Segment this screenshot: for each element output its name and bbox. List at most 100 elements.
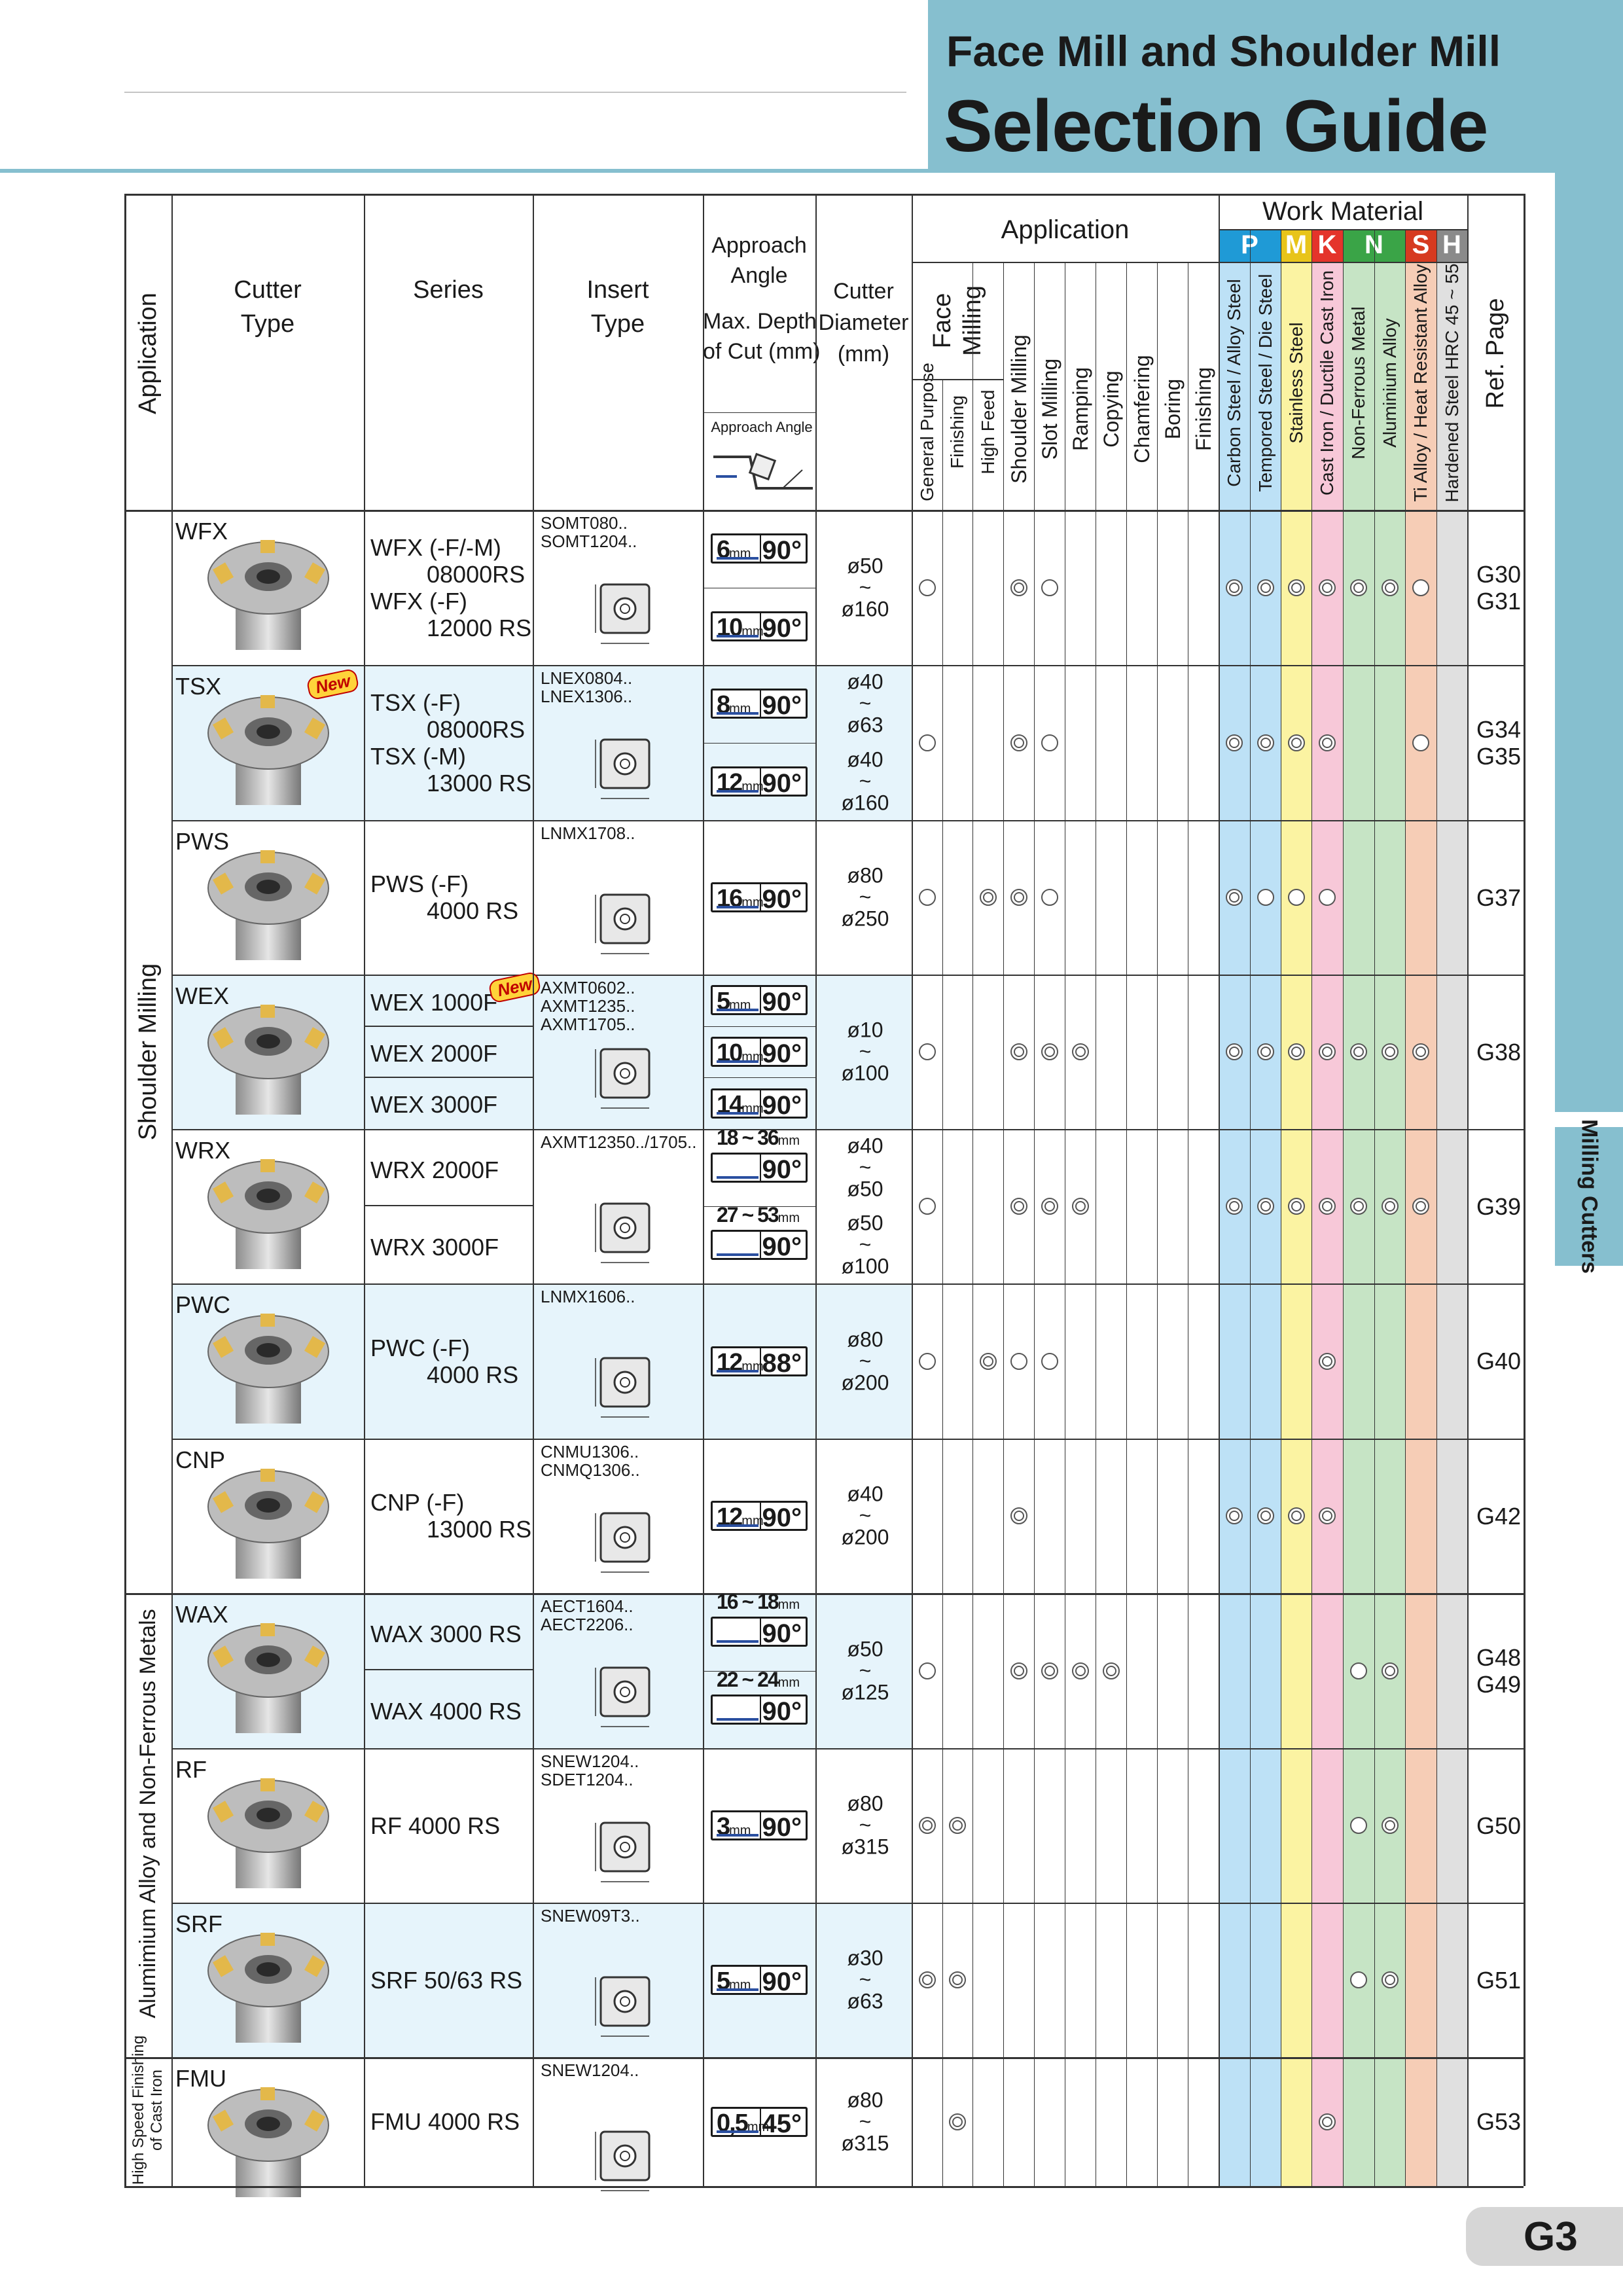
- approach-depth-badge: 16 ~ 18mm 90°: [711, 1590, 808, 1648]
- grid-line: [815, 194, 817, 2186]
- max-depth: 12mm: [717, 1348, 764, 1376]
- cutter-photo: [203, 1003, 334, 1124]
- series-name: TSX (-F): [370, 689, 461, 716]
- series-name: 08000RS: [427, 715, 526, 743]
- grid-line: [912, 379, 1003, 380]
- cutter-type-name: SRF: [175, 1910, 223, 1937]
- header-insert-type: Insert: [586, 276, 649, 304]
- max-depth: 5mm: [717, 1967, 751, 1995]
- insert-code: SNEW1204..: [541, 2060, 639, 2080]
- material-mark: [1287, 579, 1305, 596]
- application-mark: [1041, 1352, 1058, 1370]
- material-group-N: [1343, 229, 1405, 262]
- series-name: WAX 4000 RS: [370, 1698, 522, 1725]
- cutter-diameter: ø160: [841, 597, 889, 620]
- max-depth: 18 ~ 36mm: [717, 1126, 800, 1149]
- max-depth: 5mm: [717, 988, 751, 1016]
- header-material-5: Aluminium Alloy: [1379, 318, 1400, 448]
- material-group-P: [1219, 229, 1281, 262]
- approach-depth-badge: 22 ~ 24mm 90°: [711, 1668, 808, 1726]
- material-mark: [1381, 1817, 1399, 1834]
- cutter-diameter: ø80: [847, 1791, 883, 1816]
- grid-line: [124, 2186, 1524, 2188]
- grid-line: [1003, 262, 1004, 2186]
- series-name: WEX 3000F: [370, 1091, 498, 1118]
- header-material-7: Hardened Steel HRC 45 ~ 55: [1441, 263, 1462, 503]
- approach-depth-badge: 12mm 90°: [711, 1501, 808, 1532]
- material-mark: [1226, 889, 1243, 906]
- cutter-diameter: ø40: [847, 670, 883, 694]
- header-approach: Max. Depth: [703, 309, 817, 334]
- insert-drawing: [576, 1968, 681, 2047]
- material-mark: [1319, 1507, 1336, 1524]
- header-face-milling: Face: [929, 293, 956, 349]
- material-mark: [1350, 1971, 1367, 1988]
- approach-angle-value: 90°: [762, 1155, 802, 1184]
- header-work-material: Work Material: [1262, 197, 1423, 226]
- approach-angle-value: 90°: [762, 1232, 802, 1261]
- grid-line: [124, 2057, 1524, 2059]
- application-mark: [918, 1352, 936, 1370]
- header-material-0: Carbon Steel / Alloy Steel: [1224, 279, 1244, 487]
- header-app-7: Chamfering: [1130, 355, 1154, 463]
- cutter-diameter: ~: [859, 1967, 872, 1992]
- cutter-diameter: ø40: [847, 747, 883, 772]
- insert-code: AXMT0602..: [541, 978, 635, 997]
- material-mark: [1412, 1198, 1429, 1215]
- cutter-diameter: ø50: [847, 1177, 883, 1201]
- cutter-diameter: ø125: [841, 1680, 889, 1704]
- header-application: Application: [134, 293, 162, 414]
- ref-page: G49: [1476, 1670, 1522, 1698]
- series-name: 4000 RS: [427, 897, 519, 924]
- material-group-S: [1405, 229, 1436, 262]
- grid-line: [1219, 194, 1220, 2186]
- cutter-photo: [203, 1467, 334, 1588]
- cutter-type-name: WFX: [175, 518, 228, 545]
- approach-angle-value: 90°: [762, 1967, 802, 1996]
- insert-code: AXMT1235..: [541, 996, 635, 1016]
- grid-line: [124, 1593, 1524, 1595]
- approach-depth-badge: 10mm 90°: [711, 1037, 808, 1068]
- max-depth: 6mm: [717, 536, 751, 564]
- header-app-1: Finishing: [947, 395, 967, 469]
- grid-line: [703, 1670, 815, 1672]
- cutter-diameter: ø250: [841, 906, 889, 931]
- grid-line: [124, 194, 126, 2186]
- cutter-diameter: ~: [859, 769, 872, 793]
- insert-code: SOMT1204..: [541, 531, 637, 551]
- max-depth: 14mm: [717, 1090, 764, 1119]
- ref-page: G48: [1476, 1643, 1522, 1671]
- group-label-shoulder-milling: Shoulder Milling: [134, 963, 162, 1140]
- grid-line: [703, 412, 815, 413]
- material-mark: [1412, 734, 1429, 751]
- application-mark: [1010, 734, 1027, 751]
- material-mark: [1319, 1043, 1336, 1060]
- header-material-1: Tempored Steel / Die Steel: [1255, 274, 1275, 492]
- grid-line: [972, 262, 973, 2186]
- max-depth: 3mm: [717, 1813, 751, 1840]
- approach-depth-badge: 5mm 90°: [711, 1965, 808, 1996]
- cutter-diameter: ~: [859, 1503, 872, 1528]
- max-depth: 10mm: [717, 613, 764, 641]
- approach-depth-badge: 16mm 90°: [711, 882, 808, 914]
- cutter-diameter: ~: [859, 1039, 872, 1064]
- application-mark: [949, 1971, 966, 1988]
- approach-angle-value: 90°: [762, 1039, 802, 1068]
- material-group-K: [1311, 229, 1343, 262]
- grid-line: [703, 742, 815, 744]
- section-tab[interactable]: [1555, 1127, 1623, 1266]
- page-title-line1: Face Mill and Shoulder Mill: [946, 27, 1501, 75]
- grid-line: [1219, 262, 1467, 263]
- material-mark: [1226, 734, 1243, 751]
- material-mark: [1319, 889, 1336, 906]
- cutter-diameter: ø315: [841, 1835, 889, 1859]
- application-mark: [1010, 1662, 1027, 1679]
- application-mark: [918, 579, 936, 596]
- cutter-diameter: ø80: [847, 2088, 883, 2111]
- insert-code: SOMT080..: [541, 513, 628, 533]
- material-mark: [1350, 579, 1367, 596]
- header-app-9: Finishing: [1191, 367, 1215, 452]
- ref-page: G34: [1476, 715, 1522, 743]
- cutter-photo: [203, 1622, 334, 1743]
- material-mark: [1226, 1507, 1243, 1524]
